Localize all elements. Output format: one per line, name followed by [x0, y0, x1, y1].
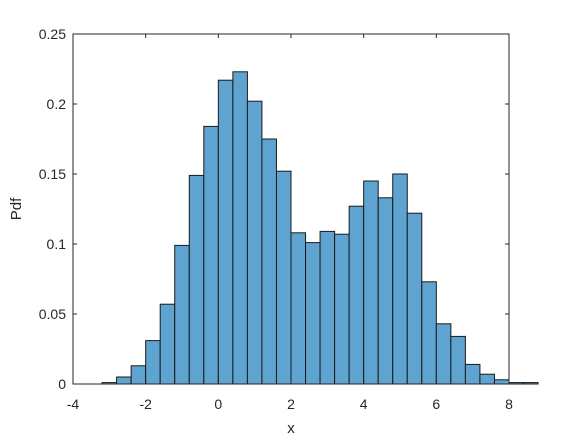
- y-tick-label: 0: [58, 376, 66, 392]
- histogram-bar: [246, 100, 263, 385]
- x-tick-label: 0: [214, 396, 222, 412]
- histogram-bar: [392, 173, 408, 385]
- histogram-bar: [290, 232, 307, 385]
- histogram-bar: [188, 174, 205, 385]
- histogram-bar: [116, 376, 132, 385]
- histogram-bar: [435, 323, 452, 385]
- histogram-bar: [305, 242, 321, 385]
- bars-group: [101, 71, 539, 385]
- histogram-bar: [159, 303, 176, 385]
- x-axis-label: x: [287, 420, 295, 437]
- histogram-bar: [334, 233, 350, 385]
- y-tick-label: 0.05: [39, 306, 66, 322]
- histogram-bar: [421, 281, 437, 385]
- y-tick-label: 0.15: [39, 166, 66, 182]
- y-tick-label: 0.1: [47, 236, 67, 252]
- y-axis: 0 0.05 0.1 0.15 0.2 0.25: [39, 26, 509, 392]
- y-axis-label: Pdf: [8, 197, 25, 220]
- histogram-bar: [174, 244, 190, 385]
- histogram-bar: [203, 125, 219, 385]
- histogram-bar: [275, 170, 292, 385]
- x-tick-label: -4: [67, 396, 80, 412]
- x-tick-label: -2: [139, 396, 152, 412]
- y-tick-label: 0.2: [47, 96, 67, 112]
- histogram-bar: [348, 205, 365, 385]
- y-tick-label: 0.25: [39, 26, 66, 42]
- x-tick-label: 8: [505, 396, 513, 412]
- x-tick-label: 2: [287, 396, 295, 412]
- histogram-bar: [261, 138, 277, 385]
- histogram-bar: [232, 71, 248, 385]
- histogram-bar: [145, 340, 161, 385]
- histogram-bar: [377, 197, 394, 385]
- x-tick-label: 6: [432, 396, 440, 412]
- histogram-bar: [130, 365, 147, 385]
- histogram-bar: [508, 382, 525, 385]
- histogram-bar: [217, 79, 234, 385]
- histogram-bar: [479, 373, 495, 385]
- histogram-bar: [450, 335, 466, 385]
- histogram-bar: [493, 379, 510, 385]
- x-tick-label: 4: [360, 396, 368, 412]
- histogram-bar: [464, 363, 481, 385]
- x-axis: -4 -2 0 2 4 6 8: [67, 34, 513, 412]
- histogram-bar: [363, 180, 379, 385]
- histogram-bar: [319, 230, 336, 385]
- histogram-bar: [523, 382, 539, 385]
- histogram-bar: [406, 212, 423, 385]
